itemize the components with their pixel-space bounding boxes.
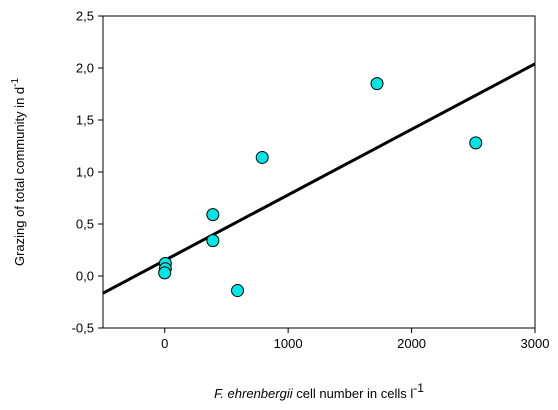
data-point — [206, 208, 220, 222]
x-tick-label: 3000 — [521, 336, 550, 351]
data-point — [469, 136, 483, 150]
y-tick-label: 0,5 — [76, 217, 94, 232]
x-axis-title-text: cell number in cells l — [293, 386, 414, 401]
y-axis-ticks: -0,5 0,0 0,5 1,0 1,5 2,0 2,5 — [72, 9, 103, 336]
x-tick-label: 1000 — [274, 336, 303, 351]
x-tick-label: 2000 — [397, 336, 426, 351]
x-axis-ticks: 0 1000 2000 3000 — [161, 328, 549, 351]
y-tick-label: 2,0 — [76, 61, 94, 76]
y-tick-label: -0,5 — [72, 321, 94, 336]
y-tick-label: 0,0 — [76, 269, 94, 284]
y-axis-title-superscript: -1 — [10, 78, 21, 87]
y-tick-label: 1,0 — [76, 165, 94, 180]
regression-line — [102, 62, 536, 295]
y-tick-label: 2,5 — [76, 9, 94, 24]
data-point — [206, 234, 220, 248]
data-point — [231, 284, 245, 298]
x-axis-title: F. ehrenbergii cell number in cells l-1 — [214, 381, 424, 401]
y-axis-title: Grazing of total community in d-1 — [10, 78, 27, 267]
x-axis-title-italic: F. ehrenbergii — [214, 386, 294, 401]
y-tick-label: 1,5 — [76, 113, 94, 128]
plot-frame — [102, 15, 536, 329]
data-point — [158, 266, 172, 280]
data-point — [370, 77, 384, 91]
data-points — [158, 77, 483, 298]
y-axis-title-text: Grazing of total community in d — [12, 87, 27, 266]
data-point — [255, 150, 269, 164]
x-tick-label: 0 — [161, 336, 168, 351]
x-axis-title-superscript: -1 — [413, 381, 424, 395]
